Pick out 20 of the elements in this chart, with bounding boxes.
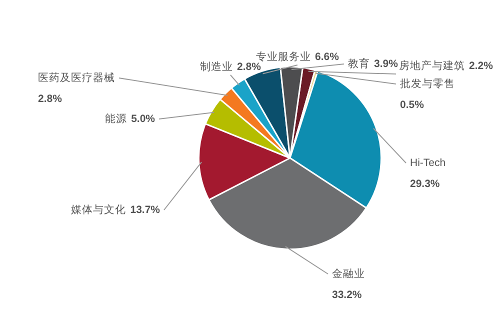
slice-label: 媒体与文化 — [71, 202, 126, 216]
data-label: 6.6% — [315, 50, 340, 63]
slice-label: Hi-Tech — [410, 156, 446, 169]
data-label: 3.9% — [374, 58, 399, 70]
slice-label: 房地产与建筑 — [399, 58, 465, 72]
data-label: 0.5% — [400, 98, 425, 111]
slice-label: 金融业 — [332, 266, 365, 280]
data-label: 5.0% — [131, 112, 156, 125]
slice-label: 专业服务业 — [256, 50, 311, 63]
data-label: 13.7% — [130, 204, 161, 216]
slice-label: 批发与零售 — [400, 76, 455, 90]
slice-label: 能源 — [105, 112, 128, 125]
data-label: 2.8% — [38, 92, 63, 105]
data-label: 2.8% — [237, 60, 262, 73]
data-label: 2.2% — [469, 60, 494, 72]
slice-label: 教育 — [348, 56, 370, 70]
data-label: 33.2% — [332, 288, 362, 301]
slice-label: 医药及医疗器械 — [38, 70, 115, 84]
slice-label: 制造业 — [200, 60, 233, 73]
data-label: 29.3% — [410, 178, 440, 190]
